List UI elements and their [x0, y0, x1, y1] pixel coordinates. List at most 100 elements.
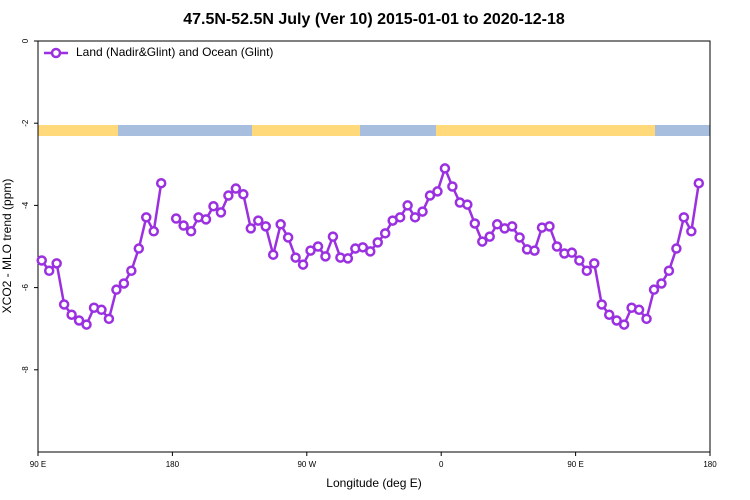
y-tick-label: -6: [21, 283, 30, 291]
data-point: [439, 163, 451, 174]
data-point: [133, 243, 145, 254]
legend-label: Land (Nadir&Glint) and Ocean (Glint): [76, 45, 273, 59]
data-point: [491, 219, 503, 230]
data-point: [611, 315, 622, 326]
data-point: [394, 212, 406, 223]
data-point: [656, 278, 667, 289]
data-point: [253, 215, 264, 226]
y-tick-label: -8: [21, 366, 30, 374]
data-point: [297, 259, 309, 270]
x-axis-label: Longitude (deg E): [326, 476, 421, 490]
data-point: [267, 249, 279, 260]
data-point: [589, 258, 600, 269]
data-point: [477, 236, 488, 247]
data-point: [126, 265, 137, 276]
data-point: [342, 253, 354, 264]
data-point: [484, 231, 495, 242]
data-point: [447, 181, 458, 192]
data-point: [141, 212, 152, 223]
data-point: [462, 199, 473, 210]
data-point: [312, 241, 324, 252]
data-point: [574, 255, 585, 266]
ocean: [360, 125, 436, 136]
data-point: [596, 299, 607, 310]
data-point: [566, 247, 578, 258]
data-point: [200, 214, 212, 225]
data-point: [506, 221, 518, 232]
ocean: [118, 125, 252, 136]
data-point: [402, 200, 413, 211]
data-point: [66, 309, 77, 320]
y-tick-label: 0: [21, 38, 30, 43]
data-point: [148, 226, 159, 237]
data-point: [648, 284, 660, 295]
y-tick-label: -2: [21, 119, 30, 127]
data-point: [73, 315, 85, 326]
x-tick-label: 180: [166, 460, 180, 469]
data-point: [43, 265, 55, 276]
data-point: [81, 319, 92, 330]
data-point: [678, 212, 690, 223]
land: [252, 125, 360, 136]
land: [38, 125, 118, 136]
data-point: [185, 226, 197, 237]
data-point: [275, 219, 286, 230]
data-point: [51, 258, 62, 269]
data-point: [618, 319, 630, 330]
data-point: [529, 245, 540, 256]
data-point: [663, 265, 675, 276]
data-point: [118, 278, 130, 289]
land: [436, 125, 655, 136]
y-tick-label: -4: [21, 201, 30, 209]
data-point: [603, 309, 615, 320]
data-point: [305, 245, 316, 256]
data-point: [170, 213, 182, 224]
y-axis-label: XCO2 - MLO trend (ppm): [0, 179, 14, 314]
data-point: [544, 221, 555, 232]
data-point: [693, 177, 705, 189]
data-point: [155, 177, 167, 189]
data-point: [215, 207, 227, 218]
data-point: [686, 226, 697, 237]
data-point: [238, 189, 249, 200]
data-point: [178, 220, 189, 231]
data-point: [260, 221, 271, 232]
data-point: [290, 252, 301, 263]
x-tick-label: 90 E: [30, 460, 46, 469]
data-point: [320, 251, 331, 262]
x-tick-label: 180: [703, 460, 717, 469]
x-tick-label: 90 E: [567, 460, 583, 469]
data-point: [230, 183, 242, 194]
land-ocean-band: [38, 125, 710, 136]
data-point: [111, 284, 122, 295]
x-tick-label: 90 W: [297, 460, 316, 469]
data-point: [36, 255, 47, 266]
data-point: [671, 243, 682, 254]
data-point: [581, 265, 593, 276]
data-point: [469, 218, 481, 229]
data-point: [409, 212, 421, 223]
data-point: [327, 231, 339, 242]
data-point: [424, 190, 436, 201]
data-point: [551, 241, 563, 252]
data-point: [103, 313, 115, 325]
data-point: [372, 237, 383, 248]
data-point: [432, 186, 443, 197]
plot-frame: [37, 40, 711, 453]
data-point: [223, 190, 234, 201]
data-point: [96, 304, 107, 316]
data-point: [58, 299, 70, 310]
data-point: [282, 232, 294, 243]
data-point: [208, 200, 219, 212]
legend-marker: [50, 47, 62, 59]
data-point: [365, 246, 376, 257]
chart-title: 47.5N-52.5N July (Ver 10) 2015-01-01 to …: [183, 11, 565, 28]
data-point: [357, 242, 369, 253]
ocean: [655, 125, 710, 136]
data-point: [641, 313, 652, 325]
data-point: [245, 223, 257, 234]
data-point: [379, 228, 391, 239]
data-point: [417, 206, 428, 217]
data-point: [514, 232, 525, 243]
